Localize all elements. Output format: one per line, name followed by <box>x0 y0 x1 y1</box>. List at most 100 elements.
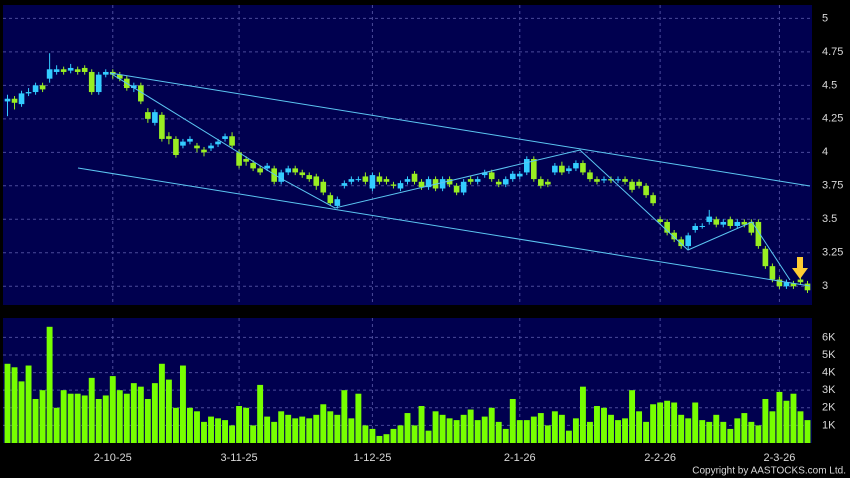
volume-bar <box>341 390 348 443</box>
candle-body <box>439 179 446 189</box>
volume-bar <box>439 414 446 443</box>
candle-body <box>236 152 242 166</box>
volume-bar <box>692 402 699 443</box>
volume-bar <box>116 390 123 443</box>
candle-body <box>650 195 656 204</box>
volume-bar <box>699 420 706 443</box>
y2-tick-label: 2K <box>822 402 836 414</box>
y-tick-label: 3.75 <box>822 180 843 192</box>
candle-body <box>531 159 537 180</box>
candle-body <box>720 221 727 225</box>
volume-bar <box>172 407 179 443</box>
volume-bar <box>292 418 299 443</box>
arrow-head <box>792 268 808 279</box>
x-tick-label: 3-11-25 <box>221 452 258 464</box>
volume-bar <box>130 383 137 443</box>
candle-body <box>671 232 677 240</box>
volume-bar <box>776 391 783 443</box>
volume-bar <box>713 414 720 443</box>
volume-bar <box>474 420 481 443</box>
candle-body <box>222 136 228 139</box>
volume-bar <box>194 411 200 443</box>
y-tick-label: 3.5 <box>822 213 837 225</box>
candle-body <box>727 219 734 226</box>
volume-bar <box>425 430 432 443</box>
candle-body <box>629 181 635 190</box>
volume-bars <box>4 326 811 443</box>
volume-bar <box>734 418 741 443</box>
volume-bar <box>790 393 797 443</box>
candle-body <box>566 168 572 172</box>
volume-bar <box>460 414 467 443</box>
volume-bar <box>123 393 130 443</box>
y-tick-label: 4.75 <box>822 46 843 58</box>
volume-bar <box>236 406 243 443</box>
volume-bar <box>530 416 537 443</box>
candle-body <box>383 179 390 182</box>
candle-body <box>376 176 383 182</box>
candle-body <box>341 183 348 186</box>
volume-bar <box>481 416 488 443</box>
volume-bar <box>165 379 172 443</box>
volume-bar <box>151 383 158 443</box>
volume-bar <box>748 421 755 443</box>
candle-body <box>776 279 783 287</box>
volume-bar <box>572 418 579 443</box>
volume-bar <box>643 421 650 443</box>
volume-bar <box>467 409 474 443</box>
candle-body <box>334 199 341 206</box>
volume-bar <box>495 421 502 443</box>
candle-body <box>397 183 404 189</box>
volume-bar <box>587 421 593 443</box>
candle-body <box>804 283 811 291</box>
candle-body <box>790 283 797 287</box>
candle-body <box>664 221 670 233</box>
candle-body <box>418 181 425 188</box>
volume-bar <box>46 326 53 443</box>
zigzag <box>109 72 791 281</box>
volume-bar <box>537 413 544 443</box>
y-tick-label: 3.25 <box>822 247 843 259</box>
volume-bar <box>137 386 144 443</box>
candle-body <box>4 98 11 102</box>
volume-bar <box>804 420 811 443</box>
volume-bar <box>88 377 95 443</box>
volume-bar <box>432 411 439 443</box>
volume-bar <box>362 425 369 443</box>
upper-channel <box>109 72 811 187</box>
price-panel <box>3 5 812 305</box>
volume-bar <box>208 416 214 443</box>
volume-bar <box>271 421 278 443</box>
volume-bar <box>446 418 453 443</box>
volume-bar <box>601 407 607 443</box>
candle-body <box>446 179 453 185</box>
candle-body <box>601 179 607 181</box>
volume-bar <box>657 402 664 443</box>
volume-bar <box>615 420 621 443</box>
candle-body <box>678 239 684 247</box>
volume-bar <box>4 363 11 443</box>
volume-bar <box>53 407 60 443</box>
trend-lines <box>77 72 811 287</box>
volume-bar <box>608 414 614 443</box>
volume-bar <box>685 418 692 443</box>
volume-bar <box>678 414 685 443</box>
lower-channel <box>77 167 811 287</box>
x-tick-label: 2-10-25 <box>94 452 132 464</box>
candle-body <box>467 179 474 182</box>
y2-tick-label: 1K <box>822 419 836 431</box>
candle-body <box>748 221 755 233</box>
volume-bar <box>671 402 678 443</box>
candle-body <box>362 176 369 182</box>
volume-bar <box>95 398 102 443</box>
arrow-marker <box>792 257 808 279</box>
volume-bar <box>383 434 390 443</box>
candle-body <box>509 173 516 180</box>
volume-bar <box>741 413 748 443</box>
volume-bar <box>579 386 586 443</box>
candle-body <box>713 219 720 225</box>
volume-bar <box>797 411 804 443</box>
volume-bar <box>187 407 193 443</box>
candle-body <box>116 74 123 79</box>
candle-body <box>369 175 376 189</box>
